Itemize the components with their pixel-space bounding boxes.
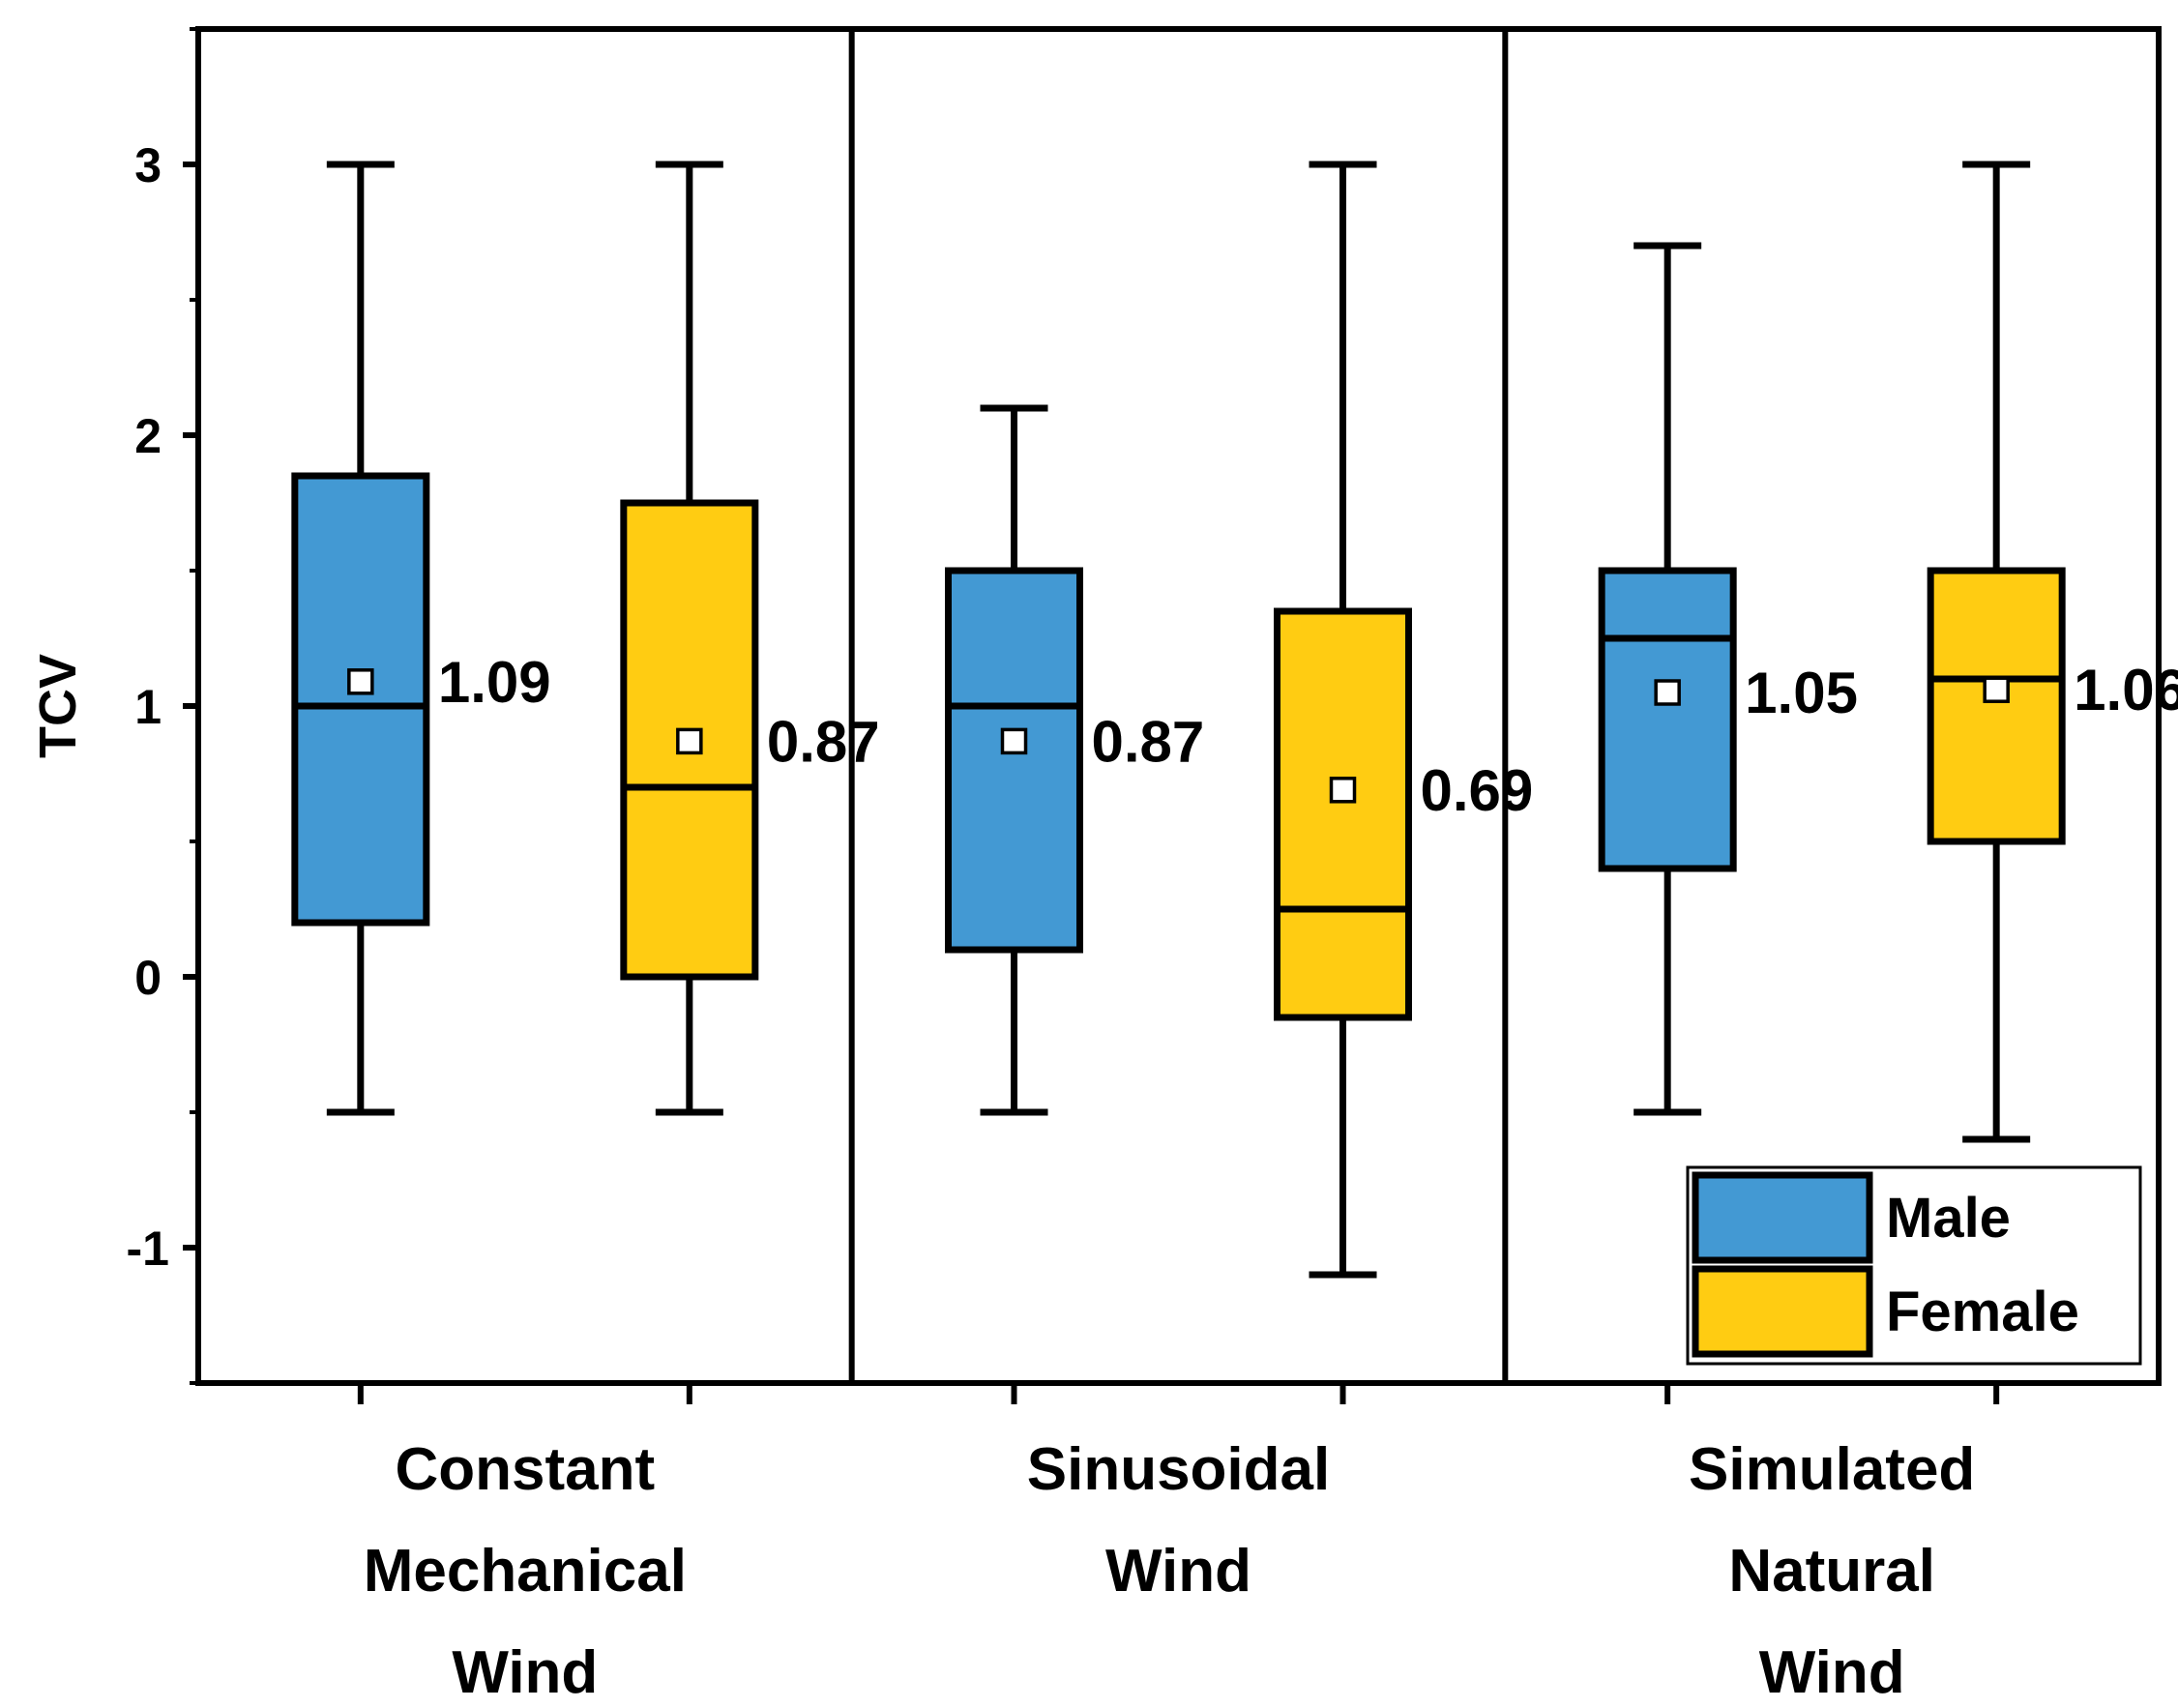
- category-label: Wind: [1105, 1538, 1251, 1605]
- y-tick-label: 0: [134, 951, 162, 1005]
- legend-label-male: Male: [1886, 1187, 2011, 1250]
- male-mean-label: 1.05: [1745, 661, 1858, 725]
- male-mean-label: 1.09: [438, 650, 551, 715]
- male-box: [945, 567, 1083, 954]
- y-tick-label: 1: [134, 680, 162, 734]
- category-label: Mechanical: [364, 1538, 687, 1605]
- y-axis-title: TCV: [29, 654, 87, 758]
- legend: Male Female: [1686, 1165, 2142, 1366]
- male-mean-marker: [1654, 679, 1681, 706]
- male-mean-label: 0.87: [1092, 709, 1205, 774]
- legend-swatch-male: [1692, 1171, 1873, 1264]
- legend-swatch-female: [1692, 1265, 1873, 1358]
- male-mean-marker: [1000, 727, 1028, 755]
- female-box: [1274, 607, 1412, 1021]
- female-mean-label: 1.06: [2074, 658, 2178, 722]
- female-mean-marker: [1329, 777, 1357, 804]
- female-mean-label: 0.69: [1421, 758, 1534, 823]
- category-label: Natural: [1728, 1538, 1935, 1605]
- category-label: Constant: [396, 1436, 656, 1503]
- y-tick-label: 3: [134, 138, 162, 192]
- y-tick-label: 2: [134, 409, 162, 463]
- category-label: Sinusoidal: [1027, 1436, 1330, 1503]
- axes: -1 0 1 2 3 TCV Constant Mechanical Wind Sinusoida…: [29, 26, 2162, 1706]
- category-label: Simulated: [1689, 1436, 1975, 1503]
- male-box: [1598, 567, 1737, 872]
- female-mean-label: 0.87: [767, 709, 880, 774]
- female-box: [1927, 567, 2066, 845]
- y-tick-label: -1: [127, 1222, 169, 1276]
- plot-area: 1.09 0.87 1.05 0.87 0.69 1.06: [291, 161, 2178, 1279]
- legend-label-female: Female: [1886, 1281, 2079, 1343]
- male-box: [291, 472, 430, 927]
- category-label: Wind: [1759, 1639, 1905, 1706]
- female-mean-marker: [1983, 676, 2010, 703]
- female-mean-marker: [676, 727, 703, 755]
- category-label: Wind: [452, 1639, 598, 1706]
- male-mean-marker: [347, 668, 374, 695]
